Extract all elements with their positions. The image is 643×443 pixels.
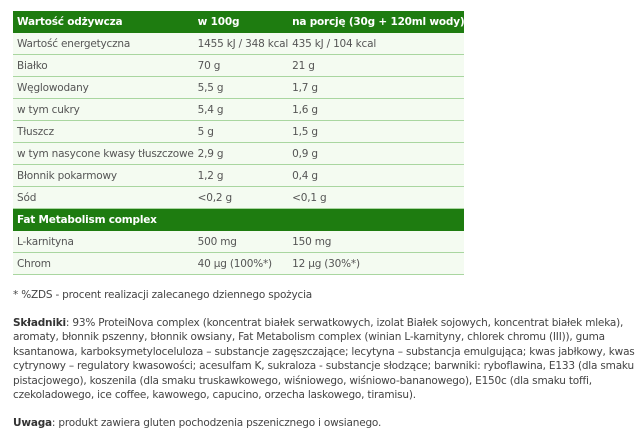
table-cell: 5 g — [193, 120, 289, 143]
table-cell: 150 mg — [288, 230, 465, 253]
warning-label: Uwaga — [13, 416, 52, 429]
table-cell: <0,1 g — [288, 186, 465, 209]
table-cell: na porcję (30g + 120ml wody) — [288, 11, 465, 33]
table-row: Białko 70 g 21 g — [13, 54, 465, 77]
warning: Uwaga: produkt zawiera gluten pochodzeni… — [13, 416, 638, 431]
table-cell: <0,2 g — [193, 186, 289, 209]
table-cell: L-karnityna — [13, 230, 194, 253]
notes: * %ZDS - procent realizacji zalecanego d… — [13, 288, 638, 443]
ingredients-label: Składniki — [13, 316, 66, 329]
table-row: L-karnityna 500 mg 150 mg — [13, 230, 465, 253]
table-cell: w 100g — [193, 11, 289, 33]
table-cell: Węglowodany — [13, 76, 194, 99]
table-row: w tym cukry 5,4 g 1,6 g — [13, 98, 465, 121]
table-cell: Sód — [13, 186, 194, 209]
table-cell: 435 kJ / 104 kcal — [288, 32, 465, 55]
table-cell: 0,4 g — [288, 164, 465, 187]
section-header-row: Fat Metabolism complex — [13, 208, 465, 231]
ingredients: Składniki: 93% ProteiNova complex (konce… — [13, 316, 638, 403]
table-row: Wartość energetyczna 1455 kJ / 348 kcal 43… — [13, 32, 465, 55]
table-cell: 21 g — [288, 54, 465, 77]
table-cell: 5,4 g — [193, 98, 289, 121]
table-cell: Tłuszcz — [13, 120, 194, 143]
table-cell: Błonnik pokarmowy — [13, 164, 194, 187]
table-row: Tłuszcz 5 g 1,5 g — [13, 120, 465, 143]
table-cell: w tym nasycone kwasy tłuszczowe — [13, 142, 194, 165]
table-cell: Wartość odżywcza — [13, 11, 194, 33]
table-cell: Wartość energetyczna — [13, 32, 194, 55]
table-row: Sód <0,2 g <0,1 g — [13, 186, 465, 209]
nutrition-table: Wartość odżywcza w 100g na porcję (30g + 1… — [13, 11, 465, 275]
ingredients-text: : 93% ProteiNova complex (koncentrat bia… — [13, 316, 635, 402]
table-cell: 1,7 g — [288, 76, 465, 99]
table-cell: 2,9 g — [193, 142, 289, 165]
table-row: w tym nasycone kwasy tłuszczowe 2,9 g 0,9 … — [13, 142, 465, 165]
table-cell: 500 mg — [193, 230, 289, 253]
table-cell: w tym cukry — [13, 98, 194, 121]
table-cell: 12 µg (30%*) — [288, 252, 465, 275]
table-cell: 1,2 g — [193, 164, 289, 187]
table-row: Błonnik pokarmowy 1,2 g 0,4 g — [13, 164, 465, 187]
table-cell: 1,5 g — [288, 120, 465, 143]
table-cell: 40 µg (100%*) — [193, 252, 289, 275]
table-cell: Białko — [13, 54, 194, 77]
table-row: Węglowodany 5,5 g 1,7 g — [13, 76, 465, 99]
table-cell: Chrom — [13, 252, 194, 275]
table-row: Chrom 40 µg (100%*) 12 µg (30%*) — [13, 252, 465, 275]
table-cell: Fat Metabolism complex — [13, 208, 465, 231]
table-cell: 70 g — [193, 54, 289, 77]
warning-text: : produkt zawiera gluten pochodzenia psz… — [51, 416, 382, 429]
table-cell: 1455 kJ / 348 kcal — [193, 32, 288, 55]
table-cell: 5,5 g — [193, 76, 289, 99]
footnote: * %ZDS - procent realizacji zalecanego d… — [13, 289, 313, 301]
table-header-row: Wartość odżywcza w 100g na porcję (30g + 1… — [13, 11, 465, 33]
table-cell: 1,6 g — [288, 98, 465, 121]
table-cell: 0,9 g — [288, 142, 465, 165]
